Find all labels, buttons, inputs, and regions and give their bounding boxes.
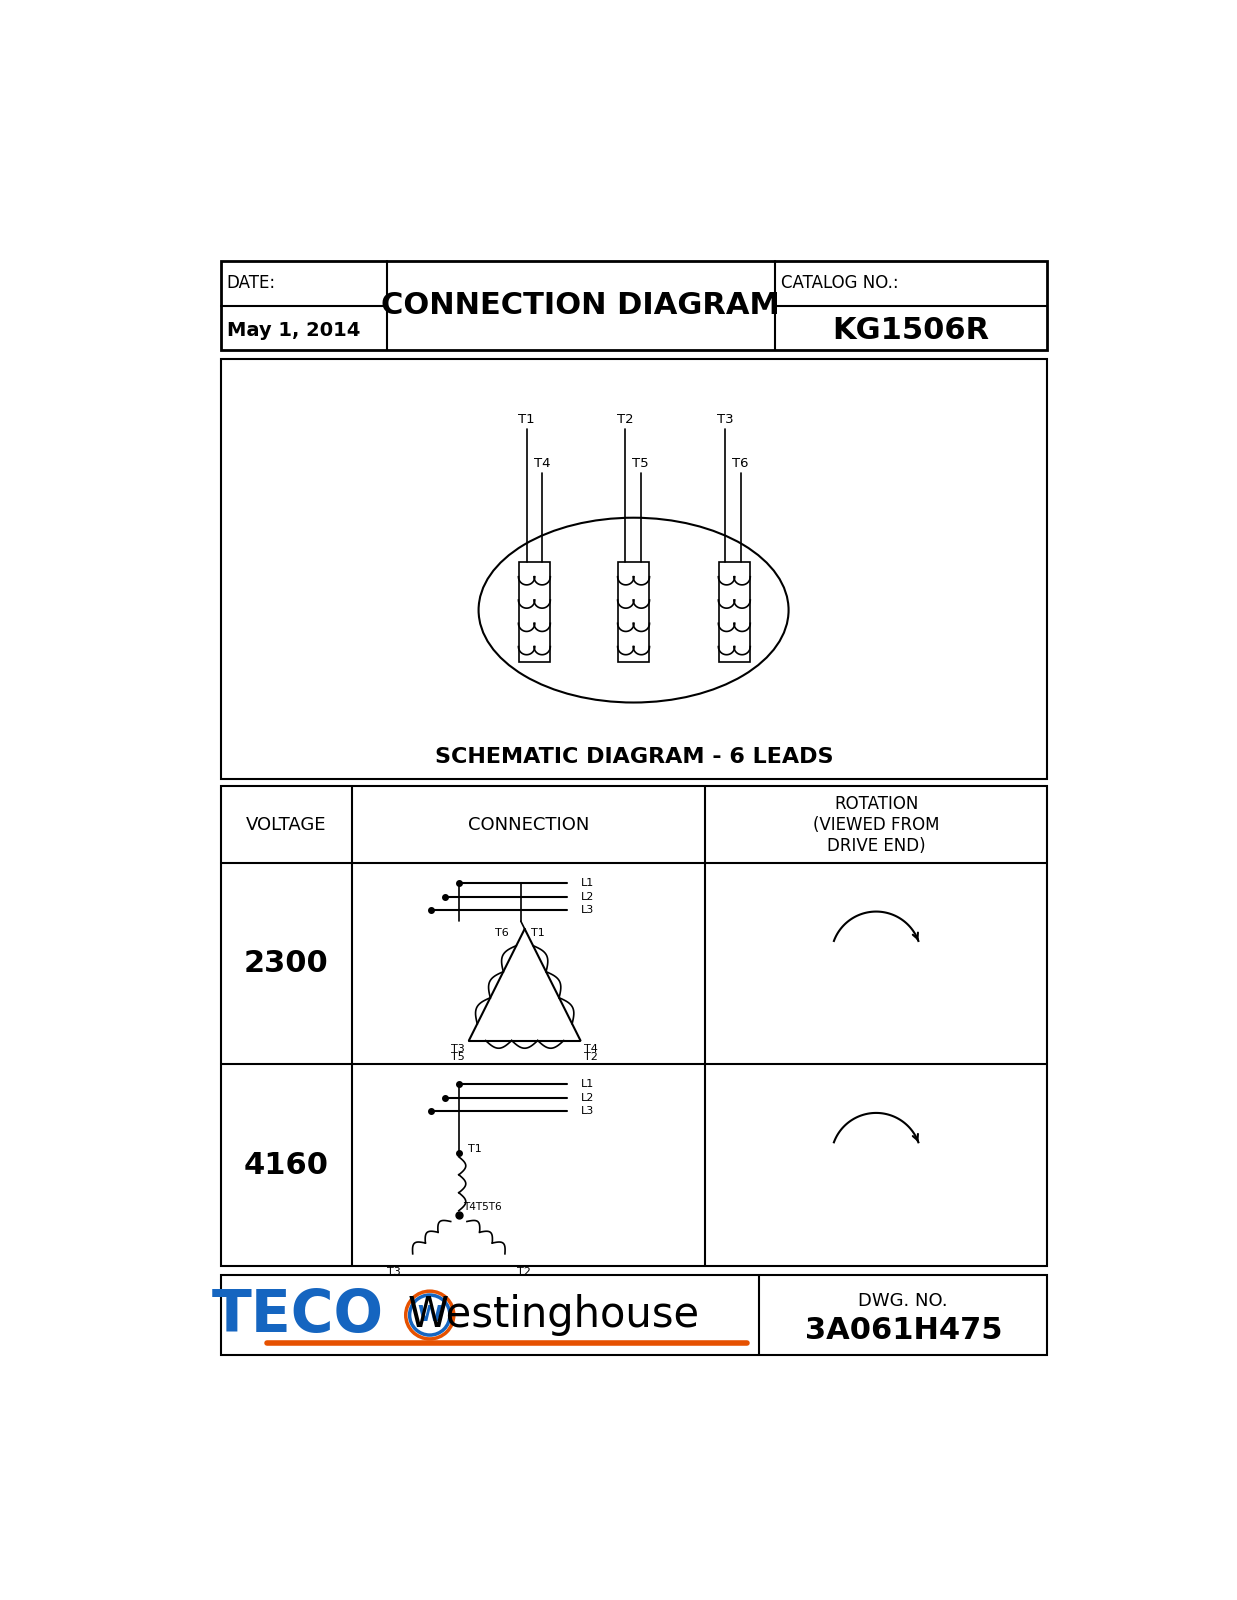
- Text: KG1506R: KG1506R: [833, 317, 990, 346]
- Text: T1: T1: [518, 413, 534, 427]
- Text: CONNECTION: CONNECTION: [468, 816, 589, 834]
- Text: T1: T1: [531, 928, 544, 938]
- Text: CATALOG NO.:: CATALOG NO.:: [781, 274, 898, 291]
- Text: T2: T2: [617, 413, 633, 427]
- Text: L2: L2: [580, 891, 594, 901]
- Text: L3: L3: [580, 1106, 594, 1117]
- Text: T4: T4: [534, 458, 550, 470]
- Text: W: W: [418, 1306, 442, 1325]
- Text: ROTATION
(VIEWED FROM
DRIVE END): ROTATION (VIEWED FROM DRIVE END): [813, 795, 939, 854]
- Text: DATE:: DATE:: [226, 274, 276, 291]
- Text: T4T5T6: T4T5T6: [463, 1202, 501, 1211]
- Text: L1: L1: [580, 1078, 594, 1088]
- Bar: [220, 1275, 1048, 1355]
- Text: L2: L2: [580, 1093, 594, 1102]
- Text: 4160: 4160: [244, 1150, 329, 1179]
- Text: T3: T3: [387, 1267, 401, 1277]
- Text: T1: T1: [468, 1144, 482, 1154]
- Bar: [220, 261, 1048, 350]
- Text: T2: T2: [517, 1267, 531, 1277]
- Text: L1: L1: [580, 878, 594, 888]
- Text: T3: T3: [452, 1045, 465, 1054]
- Text: DWG. NO.: DWG. NO.: [858, 1293, 948, 1310]
- Bar: [618, 562, 649, 662]
- Text: T5: T5: [632, 458, 649, 470]
- Bar: [220, 358, 1048, 779]
- Text: T4: T4: [584, 1045, 599, 1054]
- Text: T3: T3: [716, 413, 734, 427]
- Text: T5: T5: [452, 1053, 465, 1062]
- Text: May 1, 2014: May 1, 2014: [226, 322, 360, 341]
- Text: TECO: TECO: [212, 1286, 383, 1344]
- Text: T6: T6: [732, 458, 748, 470]
- Text: L3: L3: [580, 906, 594, 915]
- Bar: [220, 787, 1048, 1266]
- Text: Westinghouse: Westinghouse: [408, 1294, 700, 1336]
- Text: SCHEMATIC DIAGRAM - 6 LEADS: SCHEMATIC DIAGRAM - 6 LEADS: [434, 747, 834, 766]
- Text: CONNECTION DIAGRAM: CONNECTION DIAGRAM: [381, 291, 781, 320]
- Text: T2: T2: [584, 1053, 599, 1062]
- Text: T6: T6: [496, 928, 510, 938]
- Bar: [719, 562, 750, 662]
- Text: 3A061H475: 3A061H475: [804, 1315, 1002, 1346]
- Bar: [518, 562, 550, 662]
- Text: 2300: 2300: [244, 949, 329, 979]
- Text: VOLTAGE: VOLTAGE: [246, 816, 327, 834]
